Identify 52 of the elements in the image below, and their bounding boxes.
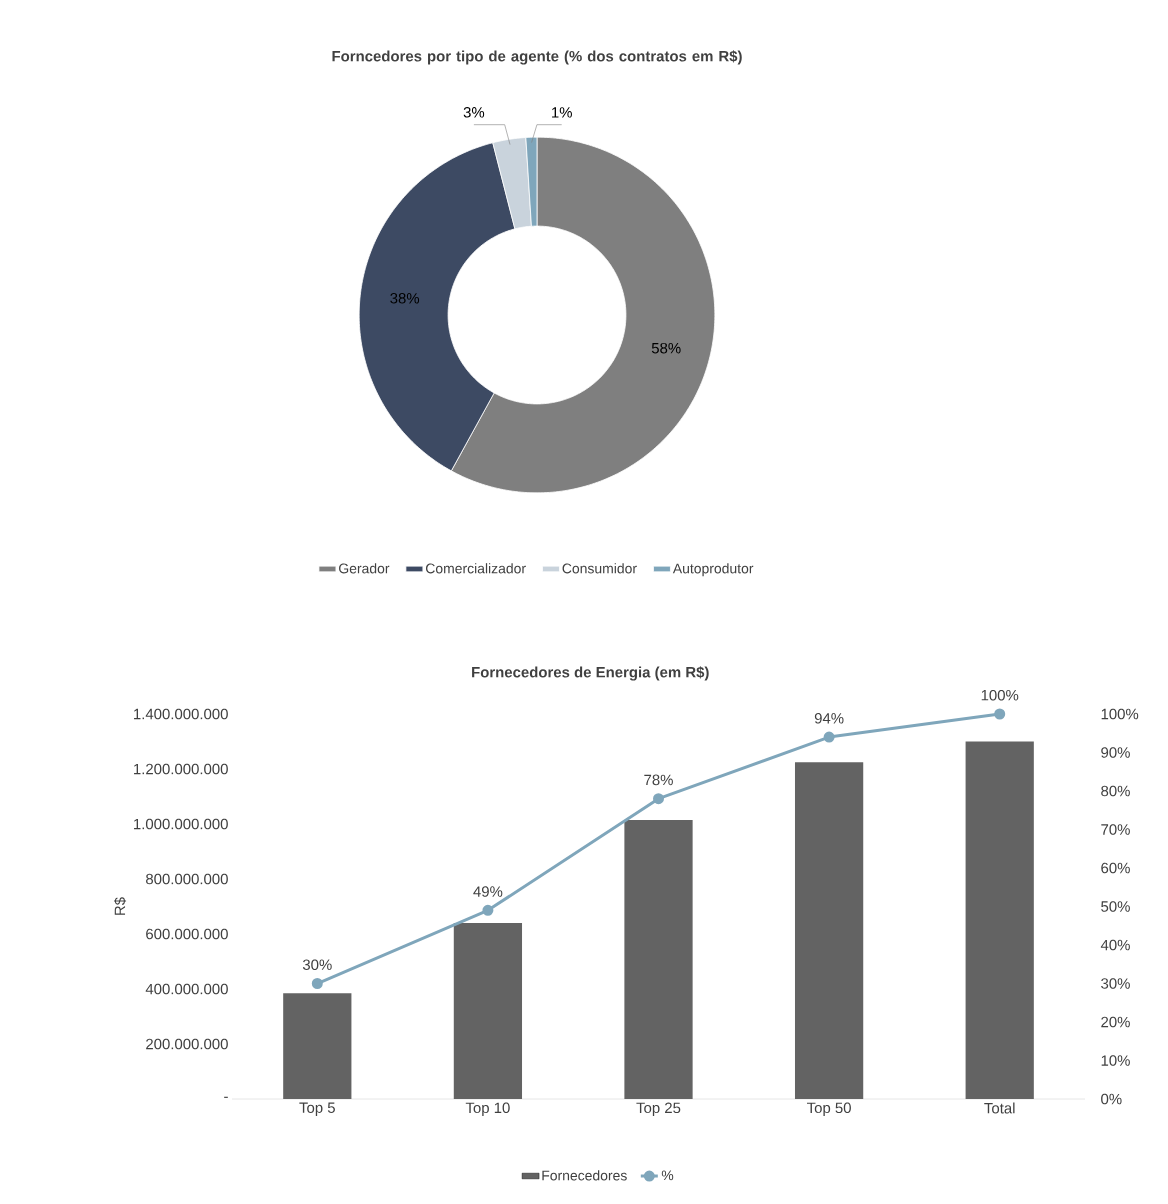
y2-tick-label: 50% bbox=[1101, 901, 1130, 912]
x-tick-label: Top 25 bbox=[636, 1102, 681, 1117]
y2-tick-label: 90% bbox=[1101, 747, 1130, 758]
y-axis-title: R$ bbox=[113, 897, 127, 915]
chart-title: Forncedores por tipo de agente (% dos contratos em R$) bbox=[332, 50, 742, 65]
y2-tick-label: 80% bbox=[1101, 785, 1130, 797]
data-label: 100% bbox=[981, 689, 1019, 701]
point bbox=[311, 978, 323, 990]
data-label: 3% bbox=[463, 107, 485, 118]
legend-label: Fornecedores bbox=[542, 1170, 627, 1181]
y-tick-label: 1.200.000.000 bbox=[134, 763, 228, 775]
legend-label: Comercializador bbox=[426, 563, 526, 574]
y2-tick-label: 40% bbox=[1100, 939, 1130, 951]
y2-tick-label: 20% bbox=[1101, 1016, 1130, 1028]
x-tick-label: Top 50 bbox=[807, 1102, 851, 1117]
y-tick-label: - bbox=[224, 1096, 228, 1098]
x-tick-label: Top 5 bbox=[299, 1102, 335, 1116]
data-label: 94% bbox=[814, 713, 844, 724]
data-label: 78% bbox=[644, 774, 673, 786]
legend-label: Autoprodutor bbox=[672, 563, 754, 577]
data-label: 58% bbox=[651, 342, 681, 354]
y2-tick-label: 70% bbox=[1101, 824, 1130, 835]
legend-label: % bbox=[661, 1170, 674, 1181]
chart-title: Fornecedores de Energia (em R$) bbox=[472, 666, 709, 681]
y2-tick-label: 0% bbox=[1101, 1093, 1122, 1105]
point bbox=[482, 904, 494, 916]
y-tick-label: 600.000.000 bbox=[146, 928, 228, 940]
data-label: 30% bbox=[302, 959, 332, 970]
bar bbox=[283, 993, 352, 1100]
bar bbox=[965, 741, 1034, 1100]
data-label: 38% bbox=[390, 292, 420, 304]
x-tick-label: Top 10 bbox=[465, 1102, 510, 1117]
bar bbox=[624, 819, 693, 1100]
data-label: 1% bbox=[552, 107, 572, 118]
point bbox=[653, 793, 665, 805]
y-tick-label: 400.000.000 bbox=[145, 983, 228, 995]
y2-tick-label: 30% bbox=[1101, 978, 1130, 989]
legend-label: Gerador bbox=[339, 563, 390, 574]
y-tick-label: 800.000.000 bbox=[146, 873, 228, 885]
y-tick-label: 1.400.000.000 bbox=[134, 708, 228, 720]
point bbox=[994, 708, 1006, 720]
bar bbox=[453, 923, 523, 1100]
data-label: 49% bbox=[473, 886, 503, 897]
legend-label: Consumidor bbox=[562, 563, 637, 574]
y-tick-label: 1.000.000.000 bbox=[134, 818, 228, 830]
y2-tick-label: 100% bbox=[1101, 708, 1139, 720]
y-tick-label: 200.000.000 bbox=[146, 1038, 228, 1050]
y2-tick-label: 60% bbox=[1101, 862, 1130, 874]
x-tick-label: Total bbox=[984, 1102, 1015, 1114]
bar bbox=[794, 762, 864, 1100]
y2-tick-label: 10% bbox=[1101, 1055, 1130, 1066]
point bbox=[823, 731, 835, 743]
